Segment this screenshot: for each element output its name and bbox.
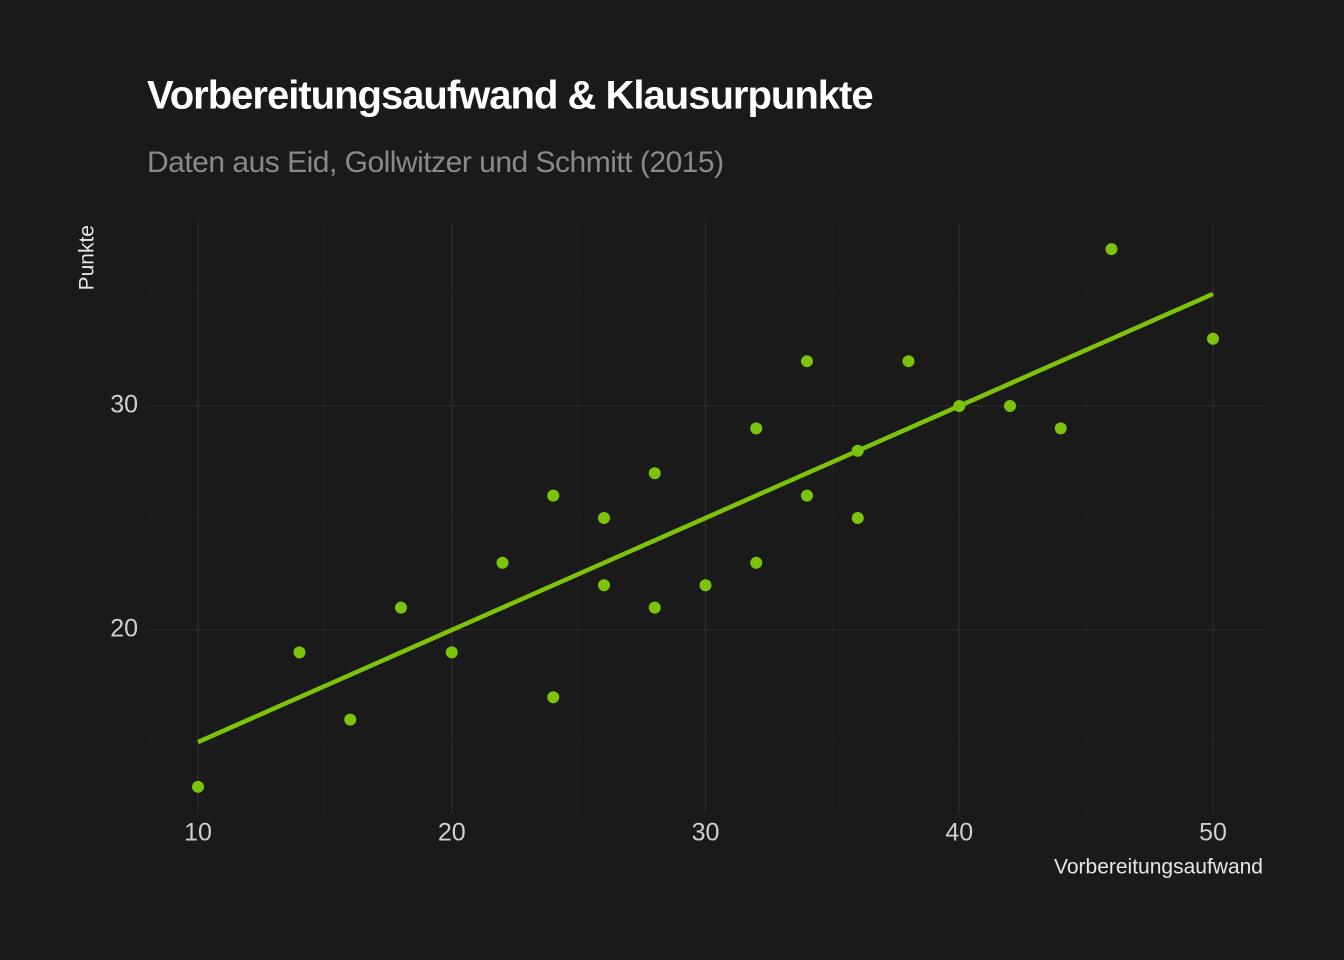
x-axis-label: Vorbereitungsaufwand [1054, 856, 1263, 879]
point [699, 579, 712, 592]
point [851, 444, 864, 457]
point [547, 691, 560, 704]
y-tick-label: 20 [110, 615, 138, 643]
point [192, 780, 204, 793]
point [750, 422, 763, 435]
point [547, 489, 560, 502]
point [395, 601, 407, 614]
point [598, 512, 610, 524]
point [902, 355, 915, 368]
trend-line [197, 291, 1214, 745]
y-tick-label: 30 [110, 391, 138, 419]
chart-title: Vorbereitungsaufwand & Klausurpunkte [147, 74, 873, 118]
point [293, 646, 306, 659]
point [648, 601, 661, 614]
x-tick-label: 20 [438, 819, 466, 847]
point [445, 646, 458, 659]
point [750, 556, 763, 569]
point [496, 556, 509, 569]
x-tick-label: 40 [945, 819, 973, 847]
point [344, 713, 357, 726]
point [1054, 422, 1067, 435]
point [598, 579, 610, 592]
chart-subtitle: Daten aus Eid, Gollwitzer und Schmitt (2… [147, 146, 724, 179]
x-tick-label: 30 [692, 819, 720, 847]
point [801, 489, 813, 502]
x-tick-label: 10 [184, 819, 212, 847]
point [648, 467, 661, 480]
point [1004, 399, 1016, 412]
point [953, 399, 966, 412]
point [801, 355, 813, 368]
point [1207, 332, 1219, 345]
point [1105, 243, 1118, 256]
x-tick-label: 50 [1199, 819, 1227, 847]
y-axis-label: Punkte [76, 225, 99, 290]
point [851, 512, 864, 524]
